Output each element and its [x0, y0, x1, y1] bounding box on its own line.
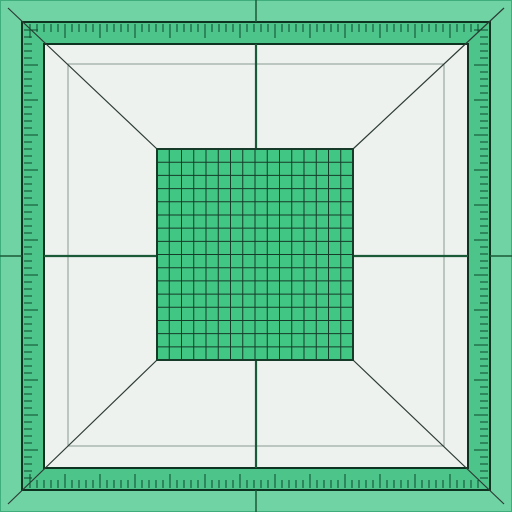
- diagonal-line: [7, 7, 158, 150]
- center-grid-lines: [157, 149, 353, 360]
- diagonal-line: [7, 359, 158, 505]
- ruler-ticks: [24, 24, 488, 488]
- diagonal-line: [352, 7, 505, 150]
- diagonal-line: [352, 359, 505, 505]
- diagonal-lines: [7, 7, 505, 505]
